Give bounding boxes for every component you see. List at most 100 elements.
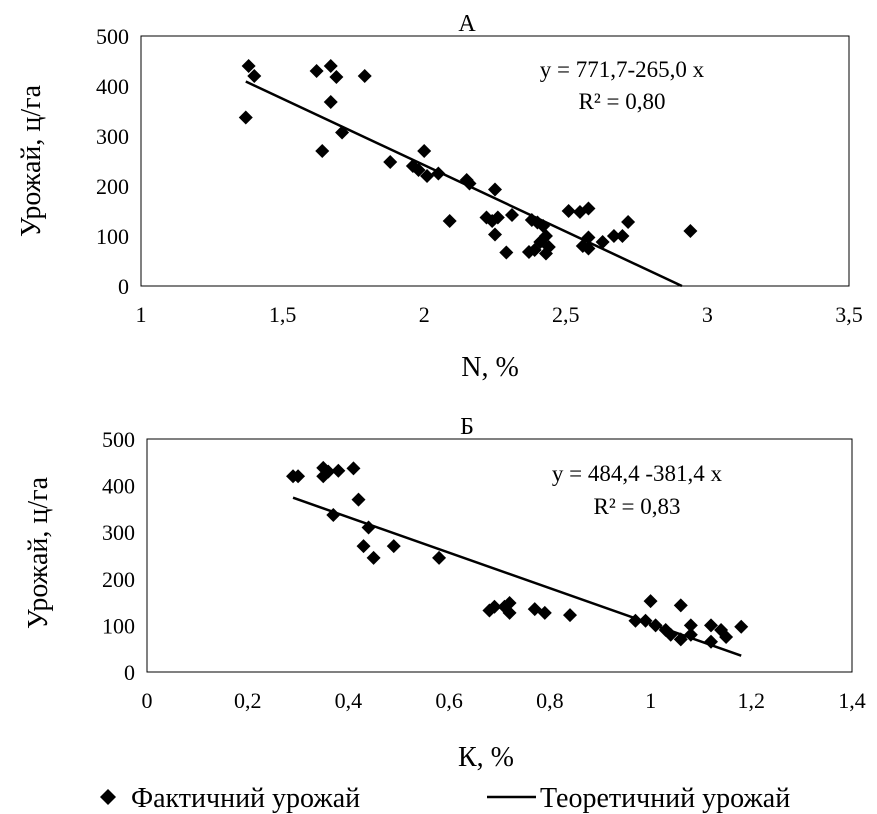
- chart-b-data-point: [643, 594, 658, 609]
- chart-a-data-point: [561, 204, 576, 218]
- chart-a-data-point: [595, 235, 610, 249]
- chart-b-x-tick-label: 0,8: [536, 688, 564, 713]
- chart-a-r-squared: R² = 0,80: [579, 89, 666, 114]
- chart-a-marks: [238, 59, 698, 288]
- chart-a-data-point: [621, 215, 636, 229]
- chart-a-data-point: [309, 64, 324, 78]
- chart-b-r-squared: R² = 0,83: [594, 494, 681, 519]
- chart-a-data-point: [383, 155, 398, 169]
- chart-a-data-point: [247, 69, 262, 83]
- chart-a-data-point: [357, 69, 372, 83]
- chart-b-y-tick-label: 400: [102, 474, 135, 499]
- chart-b-data-point: [356, 539, 371, 554]
- chart-b-data-point: [704, 618, 718, 633]
- chart-b-data-point: [502, 596, 517, 611]
- chart-b-trend-line: [292, 496, 742, 657]
- chart-a-data-point: [420, 169, 435, 183]
- chart-b-data-point: [487, 599, 502, 614]
- chart-b-equation: y = 484,4 -381,4 x: [552, 461, 723, 486]
- chart-b-x-tick-label: 0: [142, 688, 153, 713]
- chart-b-data-point: [386, 539, 401, 554]
- chart-a-data-point: [323, 59, 338, 73]
- chart-a-trend-line: [245, 80, 683, 288]
- legend-label-theoretical: Теоретичний урожай: [540, 783, 790, 814]
- chart-b-y-ticks: 0 100 200 300 400 500: [102, 427, 135, 685]
- chart-b-data-point: [537, 605, 552, 620]
- chart-a-x-tick-label: 1: [136, 302, 147, 327]
- chart-a-y-tick-label: 400: [96, 74, 129, 99]
- chart-b-x-axis-label: К, %: [458, 742, 514, 773]
- chart-b-data-point: [351, 492, 366, 507]
- chart-b-data-point: [432, 550, 447, 565]
- chart-a-data-point: [315, 144, 330, 158]
- chart-b-plot-area: [146, 438, 853, 673]
- chart-a-y-tick-label: 200: [96, 174, 129, 199]
- chart-b-data-point: [673, 598, 688, 613]
- chart-a-y-tick-label: 300: [96, 124, 129, 149]
- legend-label-actual: Фактичний урожай: [131, 783, 360, 814]
- chart-a: А 1 1,5 2 2,5 3 3,5 0 100 200 300 400 500 y = 771,…: [16, 11, 863, 383]
- chart-b-marks: [286, 460, 749, 657]
- chart-a-x-ticks: 1 1,5 2 2,5 3 3,5: [136, 302, 863, 327]
- chart-b-y-tick-label: 500: [102, 427, 135, 452]
- chart-b-y-tick-label: 100: [102, 613, 135, 638]
- chart-a-data-point: [329, 70, 344, 84]
- chart-a-data-point: [499, 245, 514, 260]
- chart-a-y-axis-label: Урожай, ц/га: [16, 84, 47, 237]
- chart-a-plot-area: [140, 35, 850, 287]
- chart-a-y-tick-label: 500: [96, 24, 129, 49]
- chart-b-data-point: [291, 469, 306, 484]
- chart-b-y-axis-label: Урожай, ц/га: [23, 476, 54, 629]
- chart-a-data-point: [581, 201, 596, 216]
- chart-a-data-point: [411, 163, 426, 177]
- chart-b-data-point: [502, 605, 517, 620]
- chart-a-y-ticks: 0 100 200 300 400 500: [96, 24, 129, 299]
- chart-a-panel-label: А: [458, 11, 476, 37]
- chart-b-y-tick-label: 200: [102, 567, 135, 592]
- chart-a-data-point: [504, 208, 519, 222]
- chart-b-data-point: [366, 550, 381, 565]
- chart-b-x-tick-label: 0,2: [234, 688, 262, 713]
- chart-b-data-point: [683, 618, 698, 633]
- chart-a-data-point: [488, 227, 502, 242]
- chart-a-data-point: [606, 229, 621, 243]
- chart-a-y-tick-label: 0: [118, 274, 129, 299]
- chart-b-data-point: [331, 463, 346, 478]
- chart-a-data-point: [488, 182, 502, 197]
- chart-a-data-point: [527, 243, 542, 257]
- chart-a-data-point: [683, 224, 698, 238]
- chart-b-data-point: [719, 630, 734, 645]
- legend: Фактичний урожай Теоретичний урожай: [100, 783, 790, 814]
- chart-a-data-point: [323, 95, 338, 109]
- chart-b-data-point: [734, 619, 749, 634]
- chart-b-y-tick-label: 0: [124, 660, 135, 685]
- chart-a-data-point: [417, 144, 432, 158]
- chart-a-x-tick-label: 2,5: [552, 302, 580, 327]
- chart-a-y-tick-label: 100: [96, 224, 129, 249]
- chart-b-x-tick-label: 1: [645, 688, 656, 713]
- chart-a-x-tick-label: 2: [419, 302, 430, 327]
- chart-b-x-ticks: 0 0,2 0,4 0,6 0,8 1 1,2 1,4: [142, 688, 866, 713]
- chart-b-x-tick-label: 1,4: [838, 688, 866, 713]
- chart-a-data-point: [615, 229, 630, 243]
- chart-b-y-tick-label: 300: [102, 520, 135, 545]
- chart-a-x-tick-label: 1,5: [269, 302, 297, 327]
- chart-b-x-tick-label: 0,6: [435, 688, 463, 713]
- chart-b-data-point: [563, 608, 577, 623]
- chart-b: Б 0 0,2 0,4 0,6 0,8 1 1,2 1,4 0100200300400500 …: [23, 414, 866, 773]
- chart-a-x-tick-label: 3: [702, 302, 713, 327]
- chart-b-data-point: [346, 461, 361, 476]
- chart-a-data-point: [241, 59, 256, 73]
- chart-b-panel-label: Б: [460, 414, 474, 440]
- chart-a-data-point: [490, 210, 505, 225]
- chart-a-data-point: [238, 110, 253, 125]
- chart-a-x-axis-label: N, %: [461, 352, 519, 383]
- chart-b-x-tick-label: 1,2: [738, 688, 766, 713]
- chart-a-data-point: [538, 246, 553, 261]
- chart-a-data-point: [442, 214, 457, 228]
- chart-a-x-tick-label: 3,5: [835, 302, 863, 327]
- chart-b-x-tick-label: 0,4: [335, 688, 363, 713]
- legend-diamond-marker: [100, 789, 116, 805]
- chart-a-equation: y = 771,7-265,0 x: [540, 57, 705, 82]
